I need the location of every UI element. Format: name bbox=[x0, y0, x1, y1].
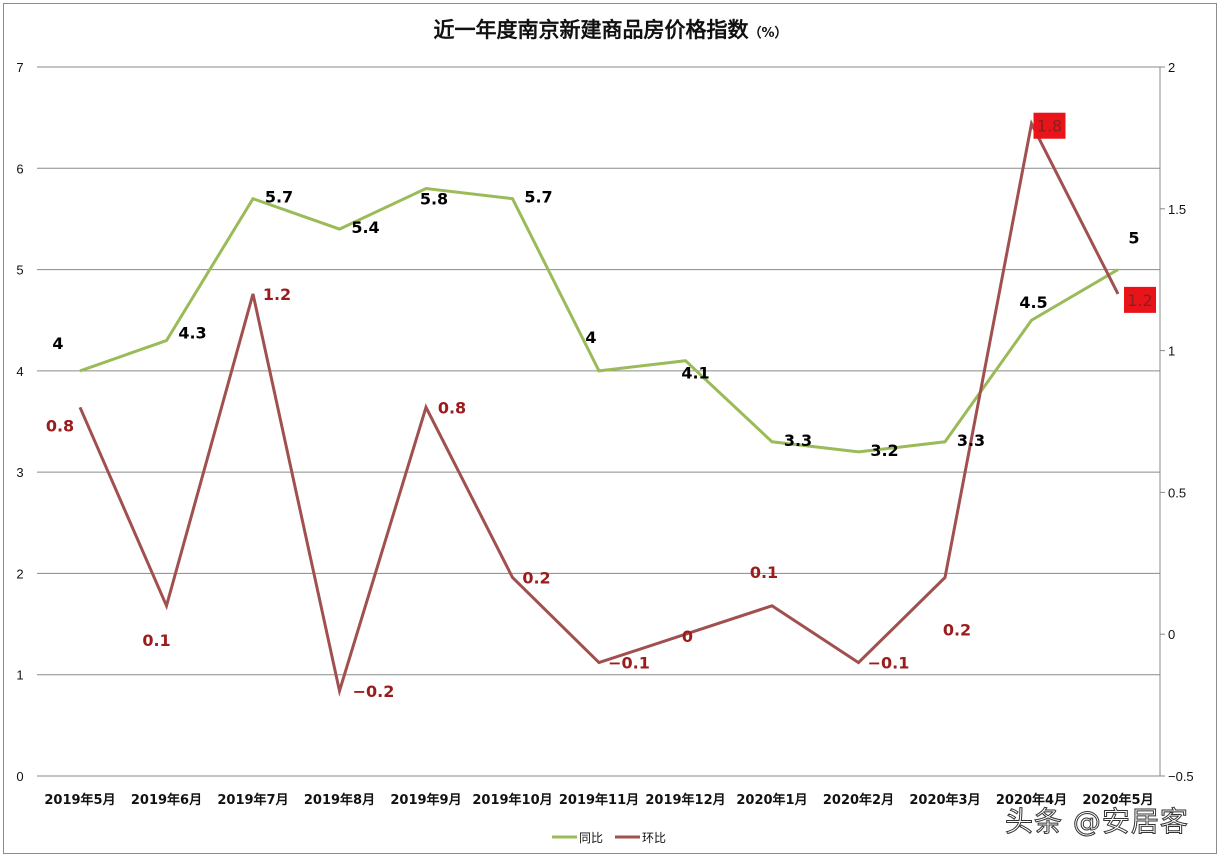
x-tick-label: 2020年5月 bbox=[1082, 792, 1153, 808]
yoy-data-label: 3.2 bbox=[870, 441, 898, 460]
legend-label-mom: 环比 bbox=[642, 831, 666, 845]
mom-data-label: 0.1 bbox=[142, 631, 170, 650]
x-tick-label: 2019年11月 bbox=[559, 792, 639, 808]
x-tick-label: 2020年1月 bbox=[736, 792, 807, 808]
highlight-box bbox=[1033, 112, 1066, 139]
x-tick-label: 2020年2月 bbox=[823, 792, 894, 808]
x-tick-label: 2020年4月 bbox=[996, 792, 1067, 808]
yoy-data-label: 4 bbox=[52, 334, 63, 353]
y-right-tick: 0.5 bbox=[1168, 485, 1186, 500]
y-left-tick: 0 bbox=[16, 769, 23, 784]
chart-title: 近一年度南京新建商品房价格指数（%） bbox=[0, 14, 1221, 44]
yoy-data-label: 4.1 bbox=[681, 364, 709, 383]
mom-data-label: −0.1 bbox=[868, 654, 910, 673]
yoy-data-label: 3.3 bbox=[957, 431, 985, 450]
legend-label-yoy: 同比 bbox=[579, 831, 603, 845]
y-right-tick: 2 bbox=[1168, 60, 1175, 75]
x-tick-label: 2020年3月 bbox=[909, 792, 980, 808]
mom-data-label: 0.8 bbox=[46, 416, 74, 435]
series-line-yoy bbox=[79, 186, 1119, 454]
x-tick-label: 2019年5月 bbox=[44, 792, 115, 808]
highlight-box bbox=[1124, 286, 1156, 313]
y-right-tick: 0 bbox=[1168, 627, 1175, 642]
mom-data-label: 0.8 bbox=[438, 398, 466, 417]
y-left-tick: 6 bbox=[16, 161, 23, 176]
y-right-tick: 1 bbox=[1168, 344, 1175, 359]
yoy-data-label: 3.3 bbox=[784, 431, 812, 450]
mom-data-label: 1.8 bbox=[1037, 117, 1062, 136]
mom-data-label: −0.1 bbox=[608, 654, 650, 673]
yoy-data-label: 4 bbox=[585, 328, 596, 347]
yoy-data-label: 5.8 bbox=[420, 190, 448, 209]
mom-data-label: 0.2 bbox=[943, 620, 971, 639]
watermark: 头条 @安居客 bbox=[1005, 805, 1189, 839]
y-left-tick: 7 bbox=[16, 60, 23, 75]
y-left-tick: 2 bbox=[16, 566, 23, 581]
y-right-tick: 1.5 bbox=[1168, 202, 1186, 217]
y-left-tick: 1 bbox=[16, 668, 23, 683]
series-line-mom bbox=[78, 119, 1120, 697]
yoy-data-label: 5.4 bbox=[351, 218, 379, 237]
x-tick-label: 2019年7月 bbox=[217, 792, 288, 808]
mom-data-label: 0 bbox=[682, 627, 693, 646]
yoy-data-label: 5.7 bbox=[265, 188, 293, 207]
yoy-data-label: 4.5 bbox=[1019, 293, 1047, 312]
y-right-tick: −0.5 bbox=[1168, 769, 1194, 784]
x-tick-label: 2019年8月 bbox=[304, 792, 375, 808]
mom-data-label: 0.1 bbox=[750, 563, 778, 582]
chart-title-unit: （%） bbox=[748, 26, 788, 41]
x-tick-label: 2019年12月 bbox=[645, 792, 725, 808]
x-tick-label: 2019年10月 bbox=[472, 792, 552, 808]
y-left-tick: 3 bbox=[16, 465, 23, 480]
mom-data-label: −0.2 bbox=[353, 682, 395, 701]
mom-data-label: 1.2 bbox=[1127, 291, 1152, 310]
yoy-data-label: 4.3 bbox=[178, 323, 206, 342]
y-left-tick: 5 bbox=[16, 263, 23, 278]
x-tick-label: 2019年9月 bbox=[390, 792, 461, 808]
mom-data-label: 0.2 bbox=[522, 568, 550, 587]
chart-title-text: 近一年度南京新建商品房价格指数 bbox=[433, 18, 749, 42]
y-left-tick: 4 bbox=[16, 364, 23, 379]
yoy-data-label: 5 bbox=[1128, 229, 1139, 248]
chart-frame bbox=[3, 3, 1217, 854]
mom-data-label: 1.2 bbox=[263, 285, 291, 304]
yoy-data-label: 5.7 bbox=[524, 188, 552, 207]
x-tick-label: 2019年6月 bbox=[131, 792, 202, 808]
